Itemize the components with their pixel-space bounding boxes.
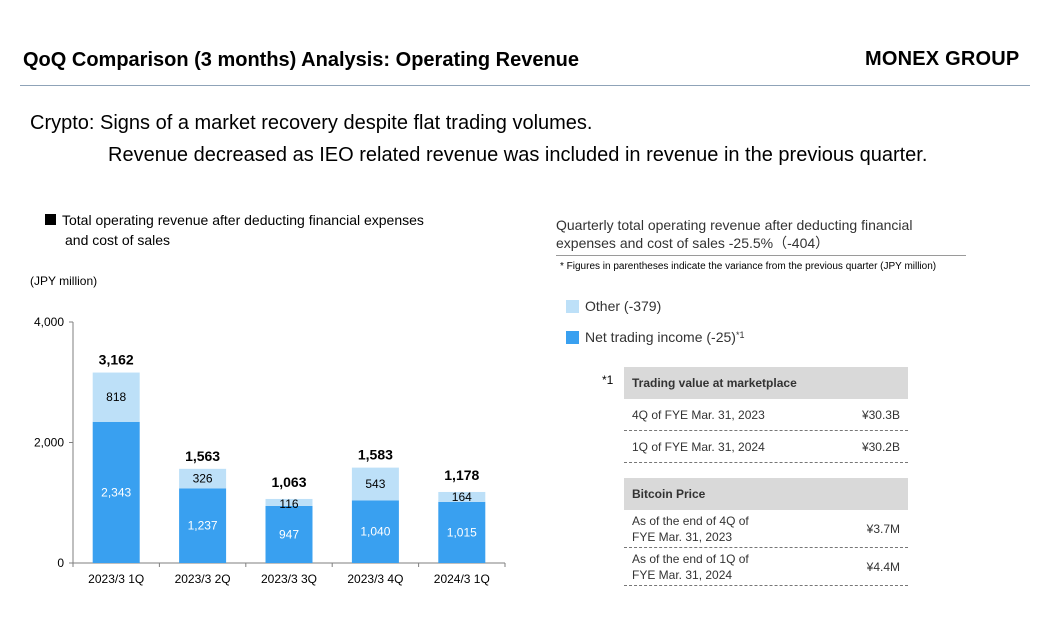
legend-square-icon — [45, 214, 56, 225]
trading-value-table-header: Trading value at marketplace — [624, 367, 908, 399]
row-label: As of the end of 1Q of FYE Mar. 31, 2024 — [632, 551, 749, 583]
table-row: As of the end of 4Q of FYE Mar. 31, 2023… — [624, 510, 908, 548]
bar-other — [92, 372, 140, 422]
bar-other — [438, 491, 486, 502]
data-label-net-trading: 1,015 — [447, 525, 477, 539]
data-label-other: 326 — [193, 472, 213, 486]
y-tick-label: 4,000 — [34, 315, 64, 329]
data-label-other: 818 — [106, 390, 126, 404]
row-label: As of the end of 4Q of FYE Mar. 31, 2023 — [632, 513, 749, 545]
trading-value-table: Trading value at marketplace 4Q of FYE M… — [624, 367, 908, 463]
legend-label-other: Other (-379) — [585, 298, 662, 314]
chart-legend-line-2: and cost of sales — [65, 232, 171, 248]
legend-label-net-trading: Net trading income (-25) — [585, 329, 736, 345]
table-row: 4Q of FYE Mar. 31, 2023 ¥30.3B — [624, 399, 908, 431]
data-label-net-trading: 1,237 — [188, 519, 218, 533]
data-label-other: 164 — [452, 490, 472, 504]
bar-other — [265, 498, 313, 506]
row-label-line-1: As of the end of 1Q of — [632, 551, 749, 566]
row-value: ¥30.2B — [861, 439, 900, 454]
legend-item-other: Other (-379) — [566, 298, 661, 314]
right-panel-title: Quarterly total operating revenue after … — [556, 216, 912, 252]
footnote-marker: *1 — [602, 373, 614, 387]
x-tick-label: 2024/3 1Q — [434, 572, 490, 586]
right-panel-title-line-1: Quarterly total operating revenue after … — [556, 217, 913, 233]
x-tick-label: 2023/3 4Q — [347, 572, 403, 586]
header-divider — [20, 85, 1030, 86]
bar-net-trading — [179, 488, 227, 563]
data-label-total: 3,162 — [99, 352, 134, 368]
bar-other — [179, 468, 227, 489]
data-label-other: 116 — [279, 497, 298, 511]
bitcoin-price-table: Bitcoin Price As of the end of 4Q of FYE… — [624, 478, 908, 586]
subtitle-line-1: Crypto: Signs of a market recovery despi… — [30, 112, 593, 134]
data-label-total: 1,063 — [271, 474, 306, 490]
y-axis-unit-label: (JPY million) — [30, 274, 98, 288]
bar-net-trading — [438, 501, 486, 563]
row-label-line-2: FYE Mar. 31, 2023 — [632, 529, 733, 544]
y-tick-label: 0 — [57, 556, 64, 570]
data-label-net-trading: 947 — [279, 527, 299, 541]
variance-note: * Figures in parentheses indicate the va… — [560, 261, 937, 272]
table-row: As of the end of 1Q of FYE Mar. 31, 2024… — [624, 548, 908, 586]
table-row: 1Q of FYE Mar. 31, 2024 ¥30.2B — [624, 431, 908, 463]
chart-legend-line-1: Total operating revenue after deducting … — [62, 212, 424, 228]
bar-net-trading — [92, 421, 140, 563]
row-value: ¥3.7M — [866, 521, 900, 536]
x-tick-label: 2023/3 1Q — [88, 572, 144, 586]
legend-item-net-trading: Net trading income (-25) *1 — [566, 329, 744, 345]
data-label-total: 1,583 — [358, 447, 393, 463]
bar-net-trading — [351, 500, 399, 563]
data-label-other: 543 — [365, 477, 385, 491]
legend-footnote-marker: *1 — [735, 330, 745, 340]
x-tick-label: 2023/3 3Q — [261, 572, 317, 586]
legend-swatch-other — [566, 299, 579, 313]
page-title: QoQ Comparison (3 months) Analysis: Oper… — [23, 49, 580, 71]
bitcoin-price-table-header: Bitcoin Price — [624, 478, 908, 510]
row-label-line-1: As of the end of 4Q of — [632, 513, 749, 528]
legend-swatch-net-trading — [566, 330, 579, 344]
brand-logo: MONEX GROUP — [865, 48, 1020, 70]
row-value: ¥4.4M — [866, 559, 900, 574]
chart-legend: Total operating revenue after deducting … — [45, 210, 424, 250]
row-label: 4Q of FYE Mar. 31, 2023 — [632, 407, 765, 422]
row-value: ¥30.3B — [861, 407, 900, 422]
x-tick-label: 2023/3 2Q — [175, 572, 231, 586]
data-label-total: 1,563 — [185, 448, 220, 464]
data-label-net-trading: 1,040 — [360, 525, 390, 539]
row-label-line-2: FYE Mar. 31, 2024 — [632, 567, 733, 582]
right-panel-divider — [556, 255, 966, 256]
stacked-bar-chart: 0 2,000 4,000 2,343 818 3,162 2023/3 1Q 1,237 32… — [34, 315, 506, 586]
subtitle-line-2: Revenue decreased as IEO related revenue… — [108, 144, 928, 166]
row-label: 1Q of FYE Mar. 31, 2024 — [632, 439, 765, 454]
y-tick-label: 2,000 — [34, 436, 64, 450]
bar-other — [351, 467, 399, 501]
right-panel-title-line-2: expenses and cost of sales -25.5%（-404） — [556, 235, 830, 251]
data-label-total: 1,178 — [444, 467, 479, 483]
bar-net-trading — [265, 505, 313, 563]
data-label-net-trading: 2,343 — [101, 485, 131, 499]
